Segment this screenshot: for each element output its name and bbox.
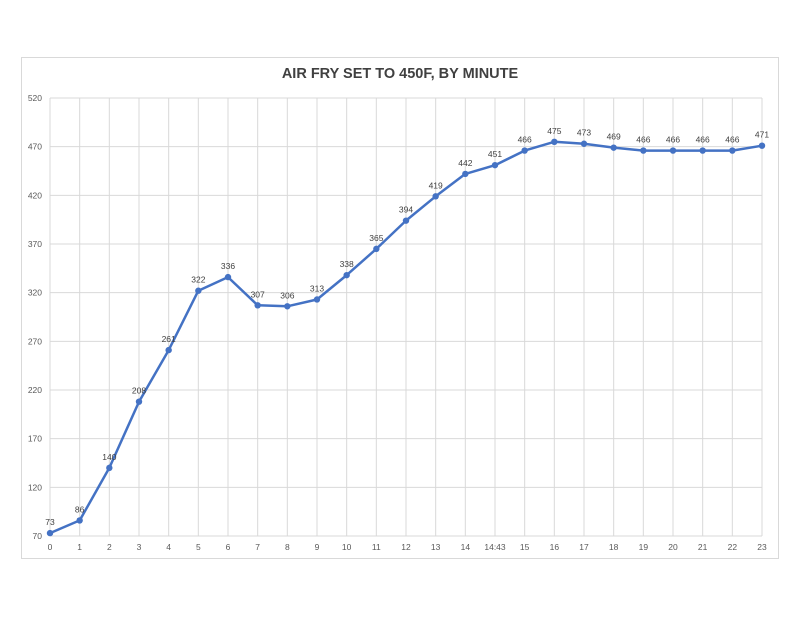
x-tick-label: 17 <box>579 542 589 552</box>
x-tick-label: 6 <box>226 542 231 552</box>
y-tick-label: 420 <box>28 190 42 200</box>
data-point <box>551 138 558 145</box>
y-tick-label: 270 <box>28 336 42 346</box>
x-tick-label: 0 <box>48 542 53 552</box>
y-tick-label: 120 <box>28 482 42 492</box>
data-label: 419 <box>429 180 443 190</box>
x-tick-label: 14 <box>461 542 471 552</box>
y-tick-label: 470 <box>28 142 42 152</box>
x-tick-label: 3 <box>137 542 142 552</box>
data-point <box>284 303 291 310</box>
data-labels: 73 86 140 208 261 322 336 307 306 313 338 365 394 419… <box>45 126 769 527</box>
y-tick-label: 170 <box>28 434 42 444</box>
data-label: 473 <box>577 128 591 138</box>
data-label: 466 <box>636 135 650 145</box>
data-point <box>224 273 232 281</box>
y-tick-label: 320 <box>28 288 42 298</box>
data-label: 469 <box>607 132 621 142</box>
data-label: 338 <box>340 259 354 269</box>
data-point <box>432 193 439 200</box>
data-point <box>669 147 677 154</box>
x-tick-label: 20 <box>668 542 678 552</box>
data-point <box>195 287 202 294</box>
x-tick-label: 1 <box>77 542 82 552</box>
x-tick-label: 5 <box>196 542 201 552</box>
data-label: 466 <box>725 135 739 145</box>
y-axis-tick-labels: 70 120 170 220 270 320 370 420 470 520 <box>28 93 42 541</box>
data-point <box>640 147 647 154</box>
y-tick-label: 520 <box>28 93 42 103</box>
data-label: 140 <box>102 452 116 462</box>
data-label: 313 <box>310 283 324 293</box>
data-label: 442 <box>458 158 472 168</box>
x-tick-label: 19 <box>639 542 649 552</box>
data-point <box>402 217 410 224</box>
data-point <box>165 346 172 354</box>
x-tick-label: 15 <box>520 542 530 552</box>
data-label: 394 <box>399 205 413 215</box>
gridlines <box>49 97 763 537</box>
x-tick-label: 21 <box>698 542 708 552</box>
y-tick-label: 370 <box>28 239 42 249</box>
data-label: 307 <box>251 289 265 299</box>
data-label: 73 <box>45 517 55 527</box>
data-label: 336 <box>221 261 235 271</box>
x-tick-label: 14:43 <box>484 542 506 552</box>
data-point <box>313 296 321 303</box>
y-tick-label: 220 <box>28 385 42 395</box>
data-label: 306 <box>280 290 294 300</box>
data-point <box>521 147 528 154</box>
data-point <box>254 302 261 309</box>
data-label: 466 <box>666 135 680 145</box>
x-tick-label: 18 <box>609 542 619 552</box>
x-tick-label: 8 <box>285 542 290 552</box>
x-tick-label: 4 <box>166 542 171 552</box>
data-point <box>729 147 736 154</box>
data-point <box>491 161 499 169</box>
data-label: 261 <box>162 334 176 344</box>
x-tick-label: 11 <box>372 542 381 552</box>
x-tick-label: 10 <box>342 542 352 552</box>
x-tick-label: 23 <box>757 542 767 552</box>
x-tick-label: 22 <box>728 542 738 552</box>
data-point <box>758 142 766 149</box>
data-point <box>135 398 143 405</box>
x-tick-label: 2 <box>107 542 112 552</box>
data-label: 451 <box>488 149 502 159</box>
data-point <box>343 271 350 279</box>
data-label: 322 <box>191 275 205 285</box>
data-point <box>610 144 617 151</box>
data-label: 86 <box>75 504 85 514</box>
chart-area <box>21 57 779 559</box>
data-point <box>373 245 380 253</box>
data-label: 471 <box>755 130 769 140</box>
data-label: 466 <box>518 135 532 145</box>
y-tick-label: 70 <box>33 531 43 541</box>
chart-title: AIR FRY SET TO 450F, BY MINUTE <box>281 66 519 82</box>
data-point <box>699 147 706 154</box>
x-tick-label: 9 <box>315 542 320 552</box>
x-tick-label: 16 <box>550 542 560 552</box>
data-label: 475 <box>547 126 561 136</box>
x-tick-label: 7 <box>255 542 260 552</box>
x-tick-label: 13 <box>431 542 441 552</box>
data-point <box>580 140 588 147</box>
data-label: 208 <box>132 386 146 396</box>
data-point <box>46 529 54 537</box>
data-point <box>106 464 113 472</box>
data-point <box>76 517 83 524</box>
data-point <box>462 170 469 178</box>
x-axis-tick-labels: 0 1 2 3 4 5 6 7 8 9 10 11 12 13 14 14:43 15 16 17 18 19 20 21 2… <box>48 542 767 552</box>
data-points <box>46 138 766 537</box>
x-tick-label: 12 <box>401 542 411 552</box>
data-label: 466 <box>696 135 710 145</box>
data-label: 365 <box>369 233 383 243</box>
